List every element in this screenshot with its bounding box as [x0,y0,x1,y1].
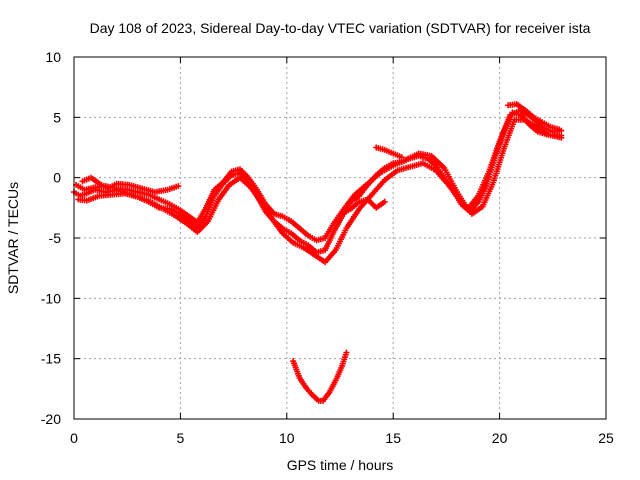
y-tick-label: 10 [45,49,61,65]
x-tick-label: 20 [492,430,508,446]
series-segment-dip-14h [339,196,388,217]
plot-data [71,101,565,404]
series-high-track [505,101,563,133]
y-tick-label: -5 [49,230,62,246]
plot-frame [73,56,607,420]
data-points-segment-dip-14h [339,196,388,217]
data-points-segment-early [79,174,182,196]
chart-title: Day 108 of 2023, Sidereal Day-to-day VTE… [90,20,591,36]
y-tick-label: -20 [41,411,61,427]
x-tick-label: 10 [279,430,295,446]
tick-labels: 0 5 10 15 20 25 -20 -15 -10 -5 0 5 10 [41,49,614,446]
series-main-track-3 [75,116,565,266]
y-axis-label: SDTVAR / TECUs [5,182,21,294]
y-tick-label: -10 [41,290,61,306]
x-axis-label: GPS time / hours [287,457,394,473]
x-tick-label: 5 [177,430,185,446]
series-segment-step-14h [373,144,405,161]
data-points-high-track [505,101,563,133]
x-tick-label: 15 [385,430,401,446]
data-points-segment-step-14h [373,144,405,161]
data-points-main-track-2 [73,107,565,244]
data-points-segment-negative [290,349,350,404]
data-points-main-track-3 [75,116,565,266]
y-tick-label: -15 [41,351,61,367]
y-tick-label: 0 [53,170,61,186]
x-tick-label: 25 [598,430,614,446]
grid-lines [74,57,606,419]
series-segment-early [79,174,182,196]
x-tick-label: 0 [70,430,78,446]
series-segment-negative [290,349,350,404]
series-main-track-2 [73,107,565,244]
y-tick-label: 5 [53,109,61,125]
